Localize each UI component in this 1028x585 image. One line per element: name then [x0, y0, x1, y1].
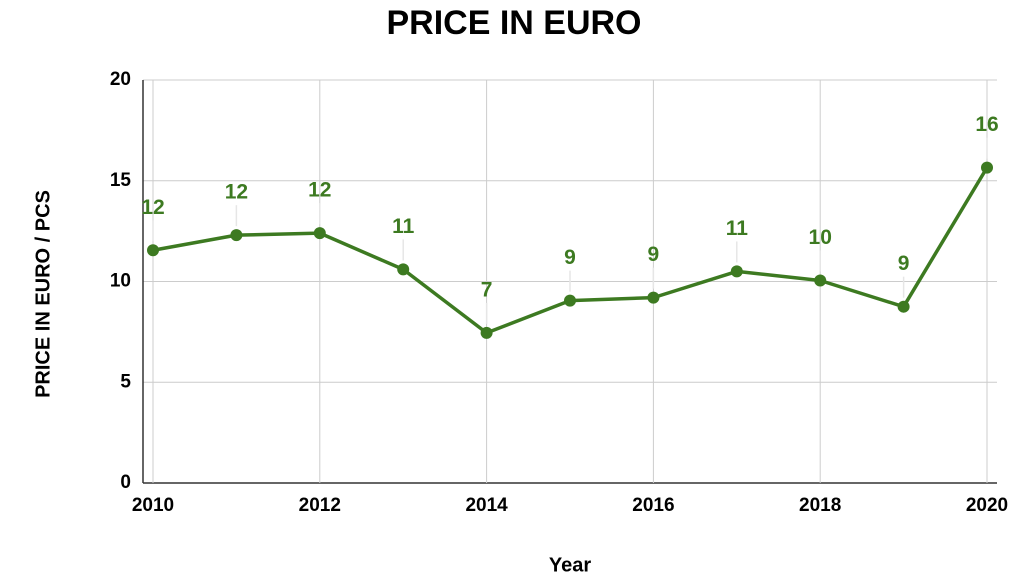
data-label: 11 [392, 215, 415, 238]
y-tick-label: 20 [110, 69, 131, 90]
x-axis-title: Year [549, 554, 591, 576]
x-tick-label: 2020 [966, 495, 1008, 516]
y-tick-label: 0 [120, 472, 131, 493]
chart-title: PRICE IN EURO [386, 4, 641, 42]
data-label: 7 [481, 278, 493, 301]
point [230, 229, 243, 242]
point [647, 291, 660, 304]
data-label: 10 [809, 226, 832, 249]
point [147, 244, 159, 257]
y-axis-title: PRICE IN EURO / PCS [32, 190, 54, 398]
data-label: 9 [564, 246, 576, 269]
data-label: 12 [225, 181, 248, 204]
point [730, 265, 743, 278]
x-tick-label: 2012 [299, 495, 341, 516]
data-label: 12 [308, 179, 331, 202]
point [397, 263, 410, 276]
point [897, 300, 910, 313]
y-tick-label: 5 [120, 371, 131, 392]
data-label: 11 [726, 217, 749, 240]
point [480, 326, 493, 339]
x-tick-label: 2016 [632, 495, 674, 516]
point [981, 161, 993, 174]
data-label: 9 [898, 252, 910, 275]
y-tick-label: 10 [110, 271, 131, 292]
point [814, 274, 827, 287]
data-label: 12 [141, 196, 164, 219]
x-tick-label: 2014 [465, 495, 508, 516]
x-tick-label: 2010 [132, 495, 174, 516]
data-label: 9 [648, 243, 660, 266]
x-tick-label: 2018 [799, 495, 841, 516]
y-tick-label: 15 [110, 170, 132, 191]
data-label: 16 [975, 113, 998, 136]
point [564, 294, 576, 307]
point [313, 227, 326, 240]
